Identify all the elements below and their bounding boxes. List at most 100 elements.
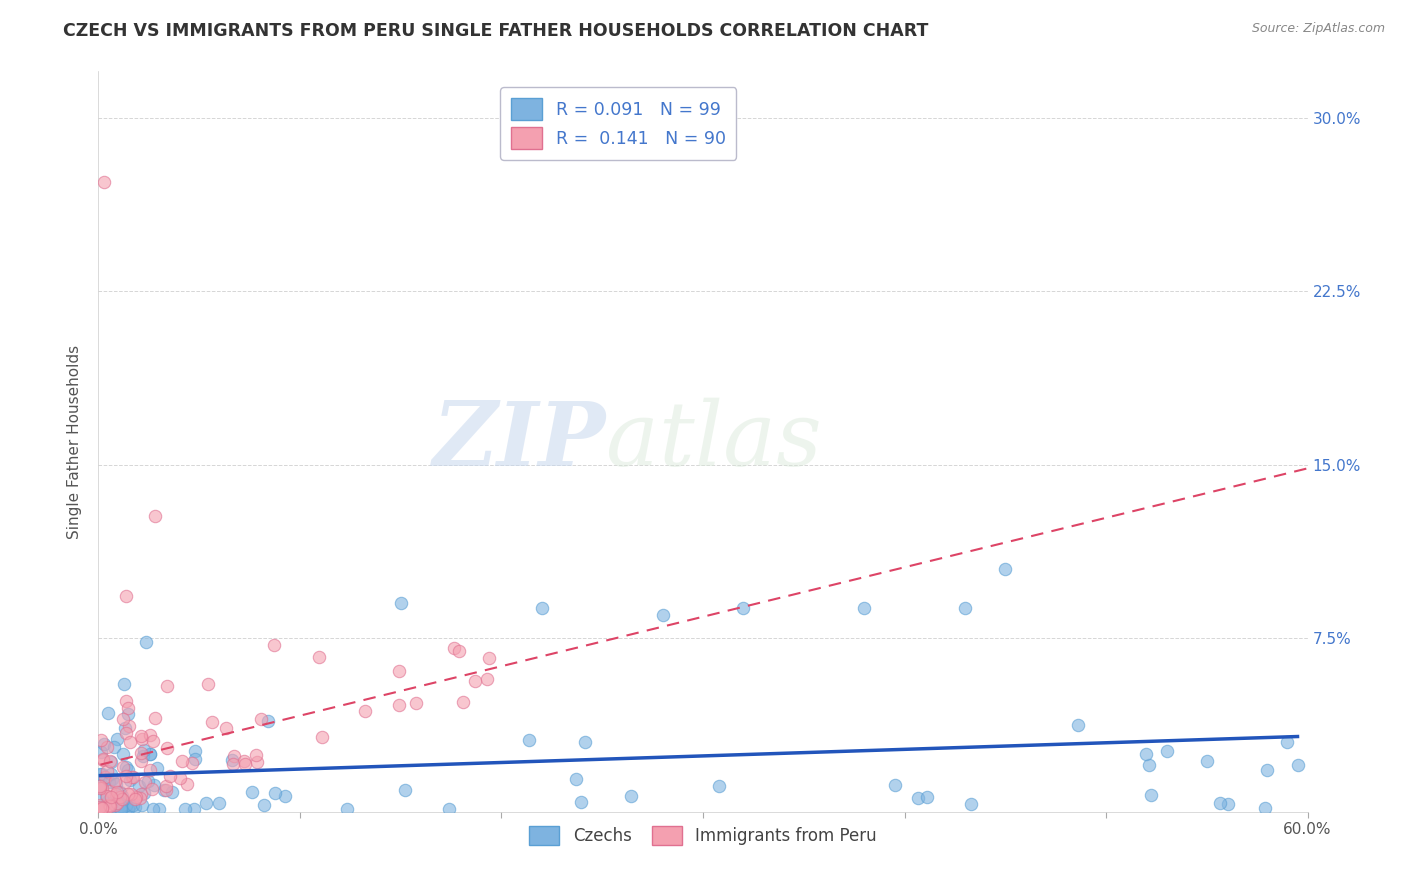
Point — [264, 786, 287, 800]
Point — [160, 784, 183, 798]
Point — [354, 704, 377, 718]
Legend: Czechs, Immigrants from Peru: Czechs, Immigrants from Peru — [523, 819, 883, 852]
Point — [1209, 796, 1232, 810]
Point — [308, 649, 330, 664]
Point — [159, 769, 181, 783]
Point — [93, 737, 115, 751]
Point — [105, 797, 128, 811]
Point — [156, 679, 179, 693]
Point — [90, 780, 112, 795]
Point — [139, 763, 162, 777]
Point — [1216, 797, 1239, 811]
Point — [108, 790, 131, 805]
Point — [91, 801, 114, 815]
Point — [104, 777, 127, 791]
Point — [530, 601, 553, 615]
Point — [853, 601, 876, 615]
Point — [138, 747, 160, 762]
Point — [89, 779, 111, 793]
Point — [100, 755, 122, 769]
Point — [232, 754, 254, 768]
Point — [114, 774, 136, 789]
Point — [1067, 717, 1090, 731]
Point — [253, 797, 276, 812]
Point — [129, 787, 152, 801]
Point — [1137, 758, 1160, 772]
Point — [129, 754, 152, 768]
Point — [959, 797, 981, 812]
Point — [994, 562, 1017, 576]
Point — [451, 694, 474, 708]
Point — [148, 802, 170, 816]
Point — [263, 638, 285, 652]
Point — [221, 756, 243, 771]
Point — [155, 780, 177, 794]
Point — [953, 601, 976, 615]
Point — [136, 773, 159, 788]
Point — [117, 701, 139, 715]
Point — [89, 802, 111, 816]
Point — [105, 785, 128, 799]
Point — [915, 789, 938, 804]
Point — [117, 764, 139, 778]
Point — [181, 756, 204, 770]
Point — [883, 778, 905, 792]
Point — [112, 760, 135, 774]
Point — [118, 719, 141, 733]
Point — [1253, 801, 1275, 815]
Point — [112, 793, 135, 807]
Point — [97, 794, 120, 808]
Point — [105, 787, 128, 801]
Point — [131, 798, 153, 813]
Point — [129, 729, 152, 743]
Point — [89, 767, 111, 781]
Point — [111, 800, 134, 814]
Point — [100, 766, 122, 780]
Point — [120, 798, 142, 813]
Point — [389, 597, 412, 611]
Point — [96, 789, 118, 803]
Point — [111, 789, 134, 804]
Point — [118, 772, 141, 787]
Point — [221, 754, 243, 768]
Point — [1156, 743, 1178, 757]
Point — [388, 698, 411, 712]
Point — [464, 674, 486, 689]
Point — [1140, 789, 1163, 803]
Point — [120, 787, 142, 801]
Point — [733, 601, 755, 615]
Point — [143, 778, 166, 792]
Point — [394, 783, 416, 797]
Point — [143, 711, 166, 725]
Text: atlas: atlas — [606, 398, 823, 485]
Point — [169, 771, 191, 785]
Point — [100, 755, 122, 769]
Point — [620, 789, 643, 803]
Point — [110, 799, 132, 814]
Point — [105, 802, 128, 816]
Point — [574, 735, 596, 749]
Point — [1195, 754, 1218, 768]
Point — [142, 734, 165, 748]
Point — [98, 784, 121, 798]
Point — [1286, 758, 1309, 772]
Point — [336, 802, 359, 816]
Point — [142, 802, 165, 816]
Point — [195, 796, 218, 810]
Point — [93, 175, 115, 190]
Point — [103, 739, 125, 754]
Text: CZECH VS IMMIGRANTS FROM PERU SINGLE FATHER HOUSEHOLDS CORRELATION CHART: CZECH VS IMMIGRANTS FROM PERU SINGLE FAT… — [63, 22, 928, 40]
Point — [128, 779, 150, 793]
Point — [134, 786, 156, 800]
Text: Source: ZipAtlas.com: Source: ZipAtlas.com — [1251, 22, 1385, 36]
Point — [114, 798, 136, 813]
Point — [90, 801, 112, 815]
Point — [222, 748, 245, 763]
Point — [173, 802, 195, 816]
Point — [245, 748, 267, 763]
Point — [274, 789, 297, 804]
Point — [112, 676, 135, 690]
Point — [153, 783, 176, 797]
Point — [96, 789, 118, 804]
Point — [98, 775, 121, 789]
